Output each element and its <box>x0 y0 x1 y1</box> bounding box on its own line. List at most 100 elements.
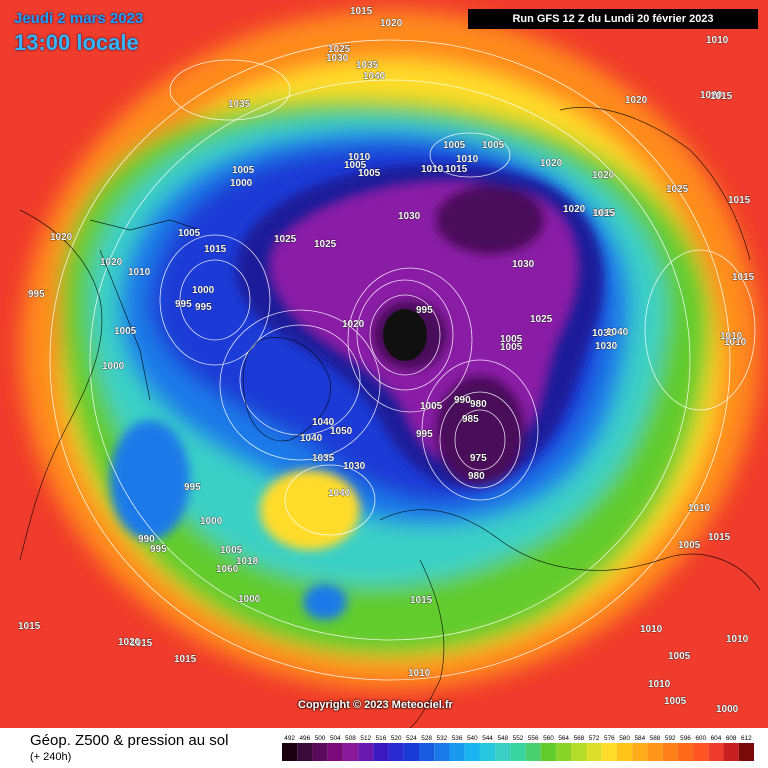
isobar-label: 1005 <box>482 140 505 151</box>
scale-swatch <box>403 743 420 761</box>
field-atlantic-ridge <box>260 470 360 550</box>
isobar-label: 1020 <box>342 319 365 330</box>
isobar-label: 1050 <box>330 426 353 437</box>
scale-label: 520 <box>391 735 402 742</box>
isobar-label: 1030 <box>398 211 421 222</box>
isobar-label: 1005 <box>664 696 687 707</box>
isobar-label: 1010 <box>688 503 711 514</box>
isobar-label: 1010 <box>408 668 431 679</box>
isobar-label: 1010 <box>348 152 371 163</box>
scale-label: 492 <box>284 735 295 742</box>
isobar-label: 1005 <box>344 160 367 171</box>
scale-label: 544 <box>482 735 493 742</box>
isobar-label: 975 <box>470 453 487 464</box>
scale-swatch <box>434 743 450 761</box>
isobar-label: 995 <box>28 289 45 300</box>
isobar-label: 1025 <box>328 44 351 55</box>
isobar-label: 1040 <box>606 327 629 338</box>
isobar-label: 1020 <box>563 204 586 215</box>
isobar-label: 1010 <box>128 267 151 278</box>
isobar-label: 1000 <box>102 361 125 372</box>
isobar-label: 1035 <box>312 453 335 464</box>
isobar-label: 1010 <box>456 154 479 165</box>
field-title: Géop. Z500 & pression au sol <box>30 732 229 749</box>
legend-footer: Géop. Z500 & pression au sol (+ 240h) 49… <box>0 728 768 768</box>
isobar-label: 1020 <box>592 170 615 181</box>
isobar-label: 1000 <box>238 594 261 605</box>
scale-label: 604 <box>711 735 722 742</box>
isobar-label: 1015 <box>130 638 153 649</box>
isobar-label: 1018 <box>236 556 259 567</box>
isobar-label: 1015 <box>728 195 751 206</box>
isobar-label: 980 <box>470 399 487 410</box>
isobar-label: 1020 <box>380 18 403 29</box>
isobar-label: 1010 <box>726 634 749 645</box>
isobar-label: 1020 <box>118 637 141 648</box>
scale-swatch <box>723 743 739 761</box>
scale-label: 612 <box>741 735 752 742</box>
scale-swatch <box>388 743 404 761</box>
isobar-label: 1020 <box>540 158 563 169</box>
isobar-label: 1025 <box>666 184 689 195</box>
isobar-label: 1020 <box>625 95 648 106</box>
scale-label: 608 <box>726 735 737 742</box>
isobar-label: 1010 <box>724 337 747 348</box>
isobar-label: 1015 <box>592 208 615 219</box>
scale-swatch <box>282 743 298 761</box>
isobar-label: 1000 <box>192 285 215 296</box>
isobar-lines <box>49 39 756 681</box>
scale-label: 588 <box>650 735 661 742</box>
isobar-label: 1040 <box>312 417 335 428</box>
scale-swatch <box>586 743 602 761</box>
field-polar-vortex-core <box>383 309 427 361</box>
scale-swatch <box>693 743 709 761</box>
scale-swatch <box>738 743 754 761</box>
isobar-label: 1010 <box>706 35 729 46</box>
scale-swatch <box>327 743 343 761</box>
isobar-label: 995 <box>416 305 433 316</box>
scale-label: 564 <box>558 735 569 742</box>
isobar-label: 1005 <box>678 540 701 551</box>
isobar-label: 1015 <box>174 654 197 665</box>
isobar-label: 1020 <box>700 90 723 101</box>
isobar-label: 1015 <box>204 244 227 255</box>
forecast-date: Jeudi 2 mars 2023 <box>14 10 144 27</box>
weather-map: 1015 1020 1025 1030 1035 1040 1035 1020 1010 1020… <box>0 0 768 728</box>
isobar-label: 1025 <box>274 234 297 245</box>
isobar-label: 1030 <box>343 461 366 472</box>
scale-swatch <box>419 743 435 761</box>
model-run-info: Run GFS 12 Z du Lundi 20 février 2023 <box>468 9 758 29</box>
scale-swatch <box>662 743 678 761</box>
isobar-label: 995 <box>175 299 192 310</box>
color-scale: 492 496 500 504 508 512 516 520 524 528 532 536 540 5… <box>282 735 754 761</box>
isobar-label: 1060 <box>216 564 239 575</box>
scale-label: 576 <box>604 735 615 742</box>
field-cutoff-low <box>303 584 347 620</box>
scale-label: 532 <box>437 735 448 742</box>
scale-label: 504 <box>330 735 341 742</box>
scale-swatch <box>464 743 480 761</box>
scale-swatch <box>495 743 511 761</box>
isobar-label: 990 <box>454 395 471 406</box>
isobar-label: 1010 <box>648 679 671 690</box>
scale-swatch <box>373 743 389 761</box>
isobar-label: 1005 <box>500 342 523 353</box>
isobar-label: 1015 <box>708 532 731 543</box>
scale-label: 528 <box>421 735 432 742</box>
isobar-label: 1020 <box>50 232 73 243</box>
isobar-label: 1015 <box>710 91 733 102</box>
scale-label: 580 <box>619 735 630 742</box>
scale-swatch <box>342 743 359 761</box>
isobar-label: 985 <box>462 414 479 425</box>
coastlines <box>19 107 761 728</box>
scale-swatch <box>647 743 663 761</box>
scale-label: 536 <box>452 735 463 742</box>
isobar-label: 1010 <box>640 624 663 635</box>
field-west-trough <box>110 420 190 540</box>
scale-swatch <box>525 743 541 761</box>
scale-swatch <box>571 743 587 761</box>
scale-label: 508 <box>345 735 356 742</box>
scale-swatch <box>312 743 328 761</box>
scale-label: 500 <box>315 735 326 742</box>
